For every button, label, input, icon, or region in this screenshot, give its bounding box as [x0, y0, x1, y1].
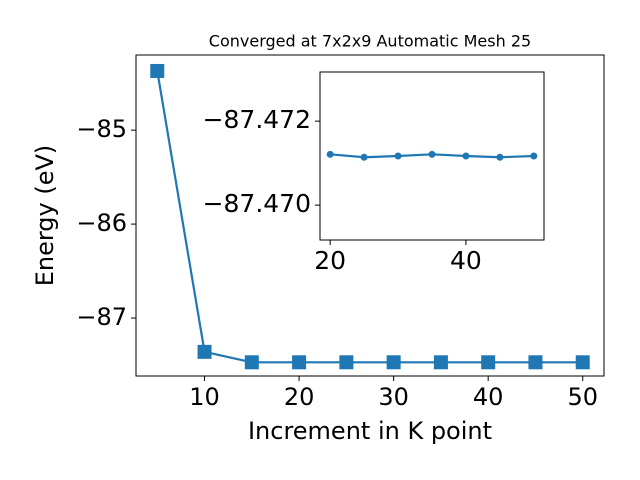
marker	[386, 355, 401, 370]
y-tick-label: −85	[76, 115, 127, 143]
marker	[292, 355, 307, 370]
x-tick-label: 30	[378, 383, 409, 411]
x-axis-label: Increment in K point	[248, 417, 492, 445]
marker	[428, 150, 436, 158]
x-tick-label: 40	[473, 383, 504, 411]
marker	[244, 355, 259, 370]
marker	[530, 152, 538, 160]
x-tick-label: 10	[189, 383, 220, 411]
marker	[496, 153, 504, 161]
marker	[394, 152, 402, 160]
y-tick-label: −86	[76, 209, 127, 237]
marker	[481, 355, 496, 370]
marker	[339, 355, 354, 370]
y-tick-label: −87	[76, 303, 127, 331]
marker	[150, 63, 165, 78]
x-tick-label: 20	[314, 246, 346, 275]
marker	[528, 355, 543, 370]
x-tick-label: 20	[284, 383, 315, 411]
x-tick-label: 40	[450, 246, 482, 275]
line	[156, 70, 583, 364]
marker	[433, 355, 448, 370]
marker	[197, 344, 212, 359]
marker	[462, 152, 470, 160]
x-tick-label: 50	[567, 383, 598, 411]
y-tick-label: −87.472	[203, 105, 311, 134]
y-tick-label: −87.470	[203, 189, 311, 218]
chart-title: Converged at 7x2x9 Automatic Mesh 25	[209, 32, 531, 51]
marker	[575, 355, 590, 370]
y-axis-label: Energy (eV)	[31, 145, 59, 287]
marker	[360, 153, 368, 161]
marker	[326, 150, 334, 158]
